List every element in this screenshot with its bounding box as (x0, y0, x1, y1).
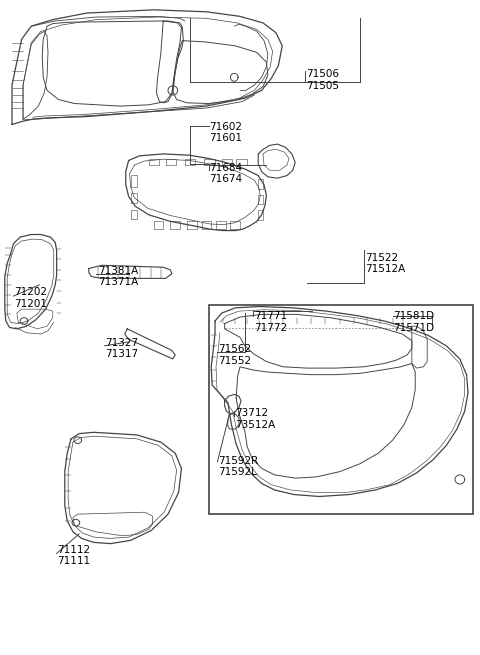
Text: 71381A
71371A: 71381A 71371A (98, 266, 139, 287)
Text: 71202
71201: 71202 71201 (14, 288, 48, 309)
Text: 71506
71505: 71506 71505 (306, 69, 339, 90)
Bar (209, 305, 473, 514)
Text: 71562
71552: 71562 71552 (218, 345, 252, 365)
Text: 71771
71772: 71771 71772 (254, 312, 288, 333)
Text: 71581D
71571D: 71581D 71571D (394, 312, 435, 333)
Text: 71602
71601: 71602 71601 (209, 122, 242, 143)
Text: 73712
73512A: 73712 73512A (235, 409, 276, 430)
Text: 71522
71512A: 71522 71512A (365, 253, 405, 274)
Text: 71327
71317: 71327 71317 (106, 338, 139, 359)
Text: 71684
71674: 71684 71674 (209, 163, 242, 184)
Text: 71592R
71592L: 71592R 71592L (218, 456, 259, 477)
Text: 71112
71111: 71112 71111 (58, 545, 91, 566)
